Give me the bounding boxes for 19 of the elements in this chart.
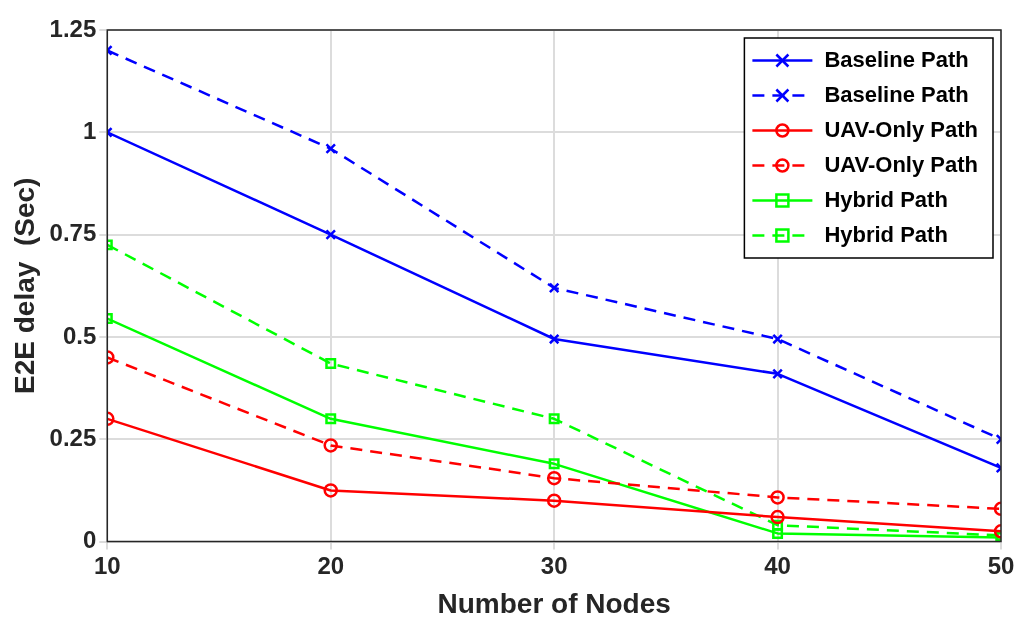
- y-tick-label: 0.5: [62, 321, 97, 349]
- legend-label: Hybrid Path: [824, 186, 948, 212]
- x-tick-label: 20: [317, 551, 345, 579]
- y-tick-label: 0.75: [49, 219, 97, 247]
- x-tick-label: 50: [987, 551, 1015, 579]
- x-axis-title: Number of Nodes: [437, 587, 671, 619]
- y-axis-title: E2E delay (Sec): [8, 177, 40, 394]
- legend-label: Hybrid Path: [824, 221, 948, 247]
- y-tick-label: 0: [82, 526, 97, 554]
- x-tick-label: 40: [764, 551, 791, 579]
- y-tick-label: 1: [82, 116, 97, 144]
- y-tick-label: 1.25: [49, 14, 97, 42]
- legend-label: UAV-Only Path: [824, 116, 979, 142]
- x-tick-label: 30: [540, 551, 568, 579]
- legend-label: UAV-Only Path: [824, 151, 979, 177]
- y-tick-label: 0.25: [49, 423, 97, 451]
- legend-label: Baseline Path: [824, 81, 969, 107]
- legend-label: Baseline Path: [824, 46, 969, 72]
- x-tick-label: 10: [93, 551, 121, 579]
